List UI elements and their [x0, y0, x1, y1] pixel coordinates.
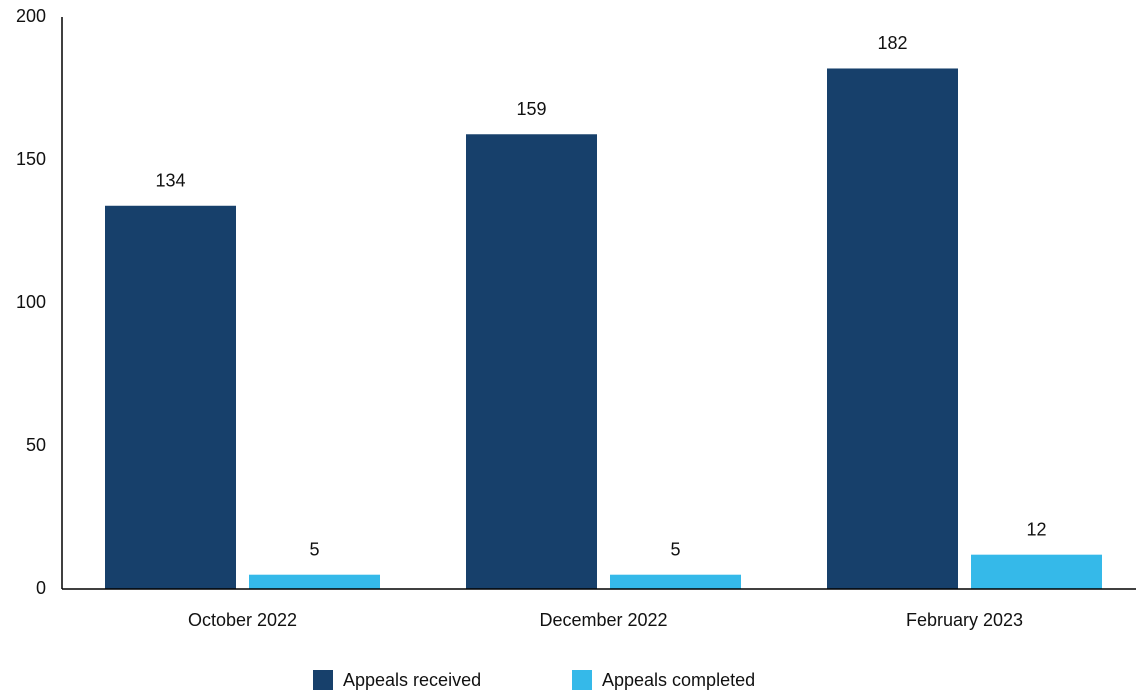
- x-tick-label: February 2023: [906, 610, 1023, 630]
- value-label: 159: [516, 99, 546, 119]
- value-label: 182: [877, 33, 907, 53]
- legend-swatch: [572, 670, 592, 690]
- x-tick-label: October 2022: [188, 610, 297, 630]
- bar: [971, 554, 1102, 589]
- value-label: 5: [309, 539, 319, 559]
- bar: [610, 574, 741, 589]
- bar: [249, 574, 380, 589]
- value-label: 134: [155, 171, 185, 191]
- y-tick-label: 100: [16, 292, 46, 312]
- legend-label: Appeals completed: [602, 670, 755, 690]
- bar: [105, 205, 236, 589]
- y-tick-label: 200: [16, 6, 46, 26]
- bar: [827, 68, 958, 590]
- legend-swatch: [313, 670, 333, 690]
- y-tick-label: 50: [26, 435, 46, 455]
- value-label: 5: [670, 539, 680, 559]
- x-tick-label: December 2022: [539, 610, 667, 630]
- value-label: 12: [1026, 519, 1046, 539]
- y-tick-label: 150: [16, 149, 46, 169]
- y-tick-label: 0: [36, 578, 46, 598]
- bar: [466, 134, 597, 589]
- legend-label: Appeals received: [343, 670, 481, 690]
